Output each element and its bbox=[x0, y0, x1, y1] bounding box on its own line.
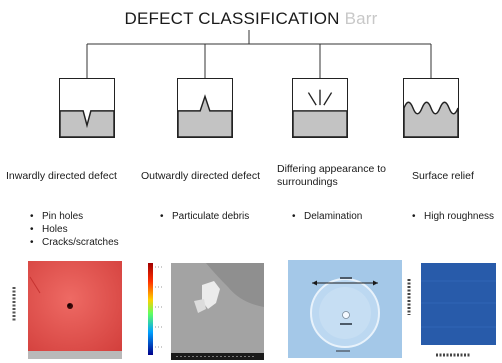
list-item: • Holes bbox=[30, 224, 68, 235]
list-item: • Cracks/scratches bbox=[30, 237, 119, 248]
title-text: DEFECT CLASSIFICATION bbox=[124, 9, 340, 28]
tree-connectors bbox=[86, 30, 432, 78]
list-item: • Pin holes bbox=[30, 211, 84, 222]
diagram-title: DEFECT CLASSIFICATION Barr bbox=[0, 9, 502, 29]
category-title-relief: Surface relief bbox=[412, 170, 474, 182]
radiating-lines-defect-icon bbox=[292, 78, 348, 138]
outward-examples-list: • Particulate debris bbox=[160, 210, 249, 223]
grayscale-particle-image bbox=[146, 257, 268, 361]
v-notch-defect-icon bbox=[59, 78, 115, 138]
title-watermark-text: Barr bbox=[344, 9, 378, 28]
spike-defect-icon bbox=[177, 78, 233, 138]
relief-examples-list: • High roughness bbox=[412, 210, 494, 223]
list-item: • Delamination bbox=[292, 211, 363, 222]
category-title-outward: Outwardly directed defect bbox=[141, 170, 261, 182]
wavy-surface-icon bbox=[403, 78, 459, 138]
red-topography-image bbox=[6, 257, 124, 361]
category-title-appearance-line-2: surroundings bbox=[277, 176, 338, 188]
list-item: • High roughness bbox=[412, 211, 495, 222]
list-item: • Particulate debris bbox=[160, 211, 250, 222]
delamination-circle-image bbox=[288, 257, 402, 361]
appearance-examples-list: • Delamination bbox=[292, 210, 362, 223]
category-title-inward: Inwardly directed defect bbox=[6, 170, 117, 182]
rough-surface-image bbox=[404, 257, 498, 361]
inward-examples-list: • Pin holes • Holes • Cracks/scratches bbox=[30, 210, 119, 249]
category-title-appearance-line-1: Differing appearance to bbox=[277, 163, 386, 175]
category-title-appearance: Differing appearance to surroundings bbox=[277, 163, 386, 189]
